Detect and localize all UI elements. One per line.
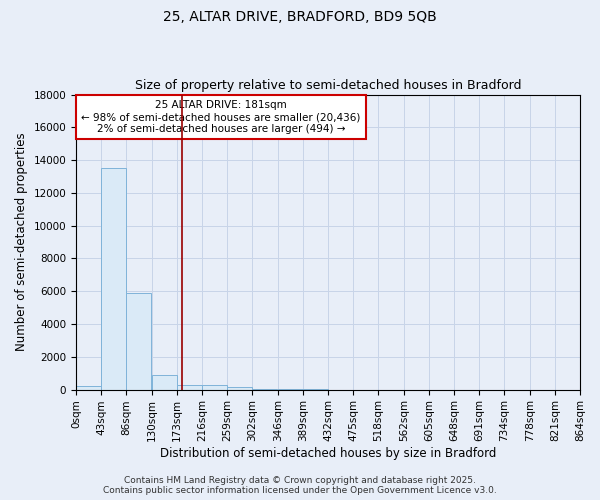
- Bar: [76, 386, 101, 390]
- Text: Contains HM Land Registry data © Crown copyright and database right 2025.
Contai: Contains HM Land Registry data © Crown c…: [103, 476, 497, 495]
- Bar: [101, 168, 126, 390]
- Bar: [227, 387, 252, 390]
- Bar: [252, 389, 277, 390]
- Text: 25, ALTAR DRIVE, BRADFORD, BD9 5QB: 25, ALTAR DRIVE, BRADFORD, BD9 5QB: [163, 10, 437, 24]
- Title: Size of property relative to semi-detached houses in Bradford: Size of property relative to semi-detach…: [135, 79, 521, 92]
- Y-axis label: Number of semi-detached properties: Number of semi-detached properties: [15, 133, 28, 352]
- Bar: [126, 293, 151, 390]
- Bar: [177, 384, 202, 390]
- Bar: [202, 386, 227, 390]
- Text: 25 ALTAR DRIVE: 181sqm
← 98% of semi-detached houses are smaller (20,436)
2% of : 25 ALTAR DRIVE: 181sqm ← 98% of semi-det…: [81, 100, 361, 134]
- Bar: [152, 375, 177, 390]
- X-axis label: Distribution of semi-detached houses by size in Bradford: Distribution of semi-detached houses by …: [160, 447, 496, 460]
